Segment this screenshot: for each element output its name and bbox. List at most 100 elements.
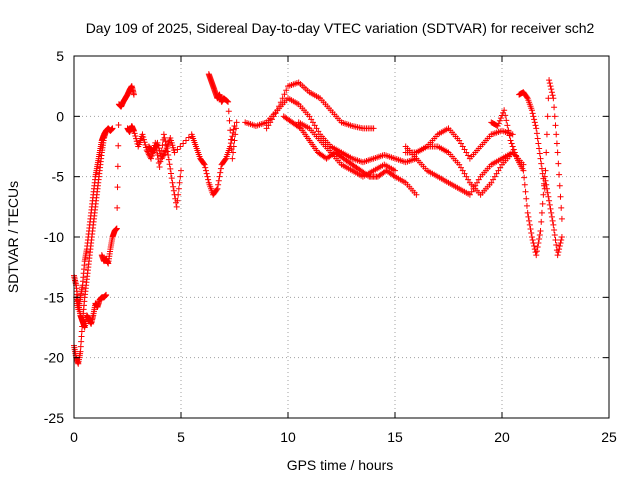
data-point-track-j xyxy=(296,124,303,131)
data-point-track-o xyxy=(540,191,547,198)
data-point-track-m xyxy=(465,152,472,159)
data-point-track-n xyxy=(461,170,468,177)
data-point-track-o xyxy=(524,209,531,216)
data-point-track-e xyxy=(170,183,177,190)
data-point-track-f xyxy=(217,169,224,176)
chart-title: Day 109 of 2025, Sidereal Day-to-day VTE… xyxy=(86,20,595,36)
y-tick-label: -15 xyxy=(44,289,64,305)
data-point-track-f xyxy=(222,156,229,163)
data-point-track-f xyxy=(201,161,208,168)
data-point-track-p xyxy=(549,92,556,99)
data-point-track-p xyxy=(529,110,536,117)
data-point-track-p xyxy=(546,80,553,87)
data-point-track-p xyxy=(548,86,555,93)
x-tick-label: 5 xyxy=(177,429,185,445)
data-point-track-p xyxy=(558,204,565,211)
data-point-track-g xyxy=(224,98,231,105)
data-point-track-n xyxy=(490,176,497,183)
data-point-track-b xyxy=(77,348,84,355)
data-point-track-o xyxy=(526,217,533,224)
data-point-track-p xyxy=(556,171,563,178)
data-point-track-f xyxy=(174,146,181,153)
data-point-track-o xyxy=(526,221,533,228)
data-point-track-o xyxy=(534,244,541,251)
data-point-track-o xyxy=(521,174,528,181)
data-point-track-o xyxy=(556,246,563,253)
data-point-track-o xyxy=(557,240,564,247)
data-point-track-o xyxy=(508,140,515,147)
data-point-track-p xyxy=(546,77,553,84)
data-point-track-h xyxy=(283,87,290,94)
data-point-track-e xyxy=(157,158,164,165)
x-tick-label: 15 xyxy=(387,429,403,445)
data-point-track-o xyxy=(511,149,518,156)
data-point-track-g xyxy=(225,98,232,105)
data-point-track-e xyxy=(160,131,167,138)
data-point-track-e xyxy=(168,170,175,177)
x-tick-label: 25 xyxy=(601,429,617,445)
data-point-track-e xyxy=(162,138,169,145)
data-point-track-p xyxy=(540,175,547,182)
data-point-track-o xyxy=(546,201,553,208)
data-point-track-e xyxy=(140,136,147,143)
data-point-track-o xyxy=(533,248,540,255)
data-point-track-f xyxy=(162,148,169,155)
data-point-track-e xyxy=(148,152,155,159)
data-point-track-o xyxy=(538,209,545,216)
data-point-track-i xyxy=(309,119,316,126)
data-point-track-i xyxy=(313,125,320,132)
y-axis-label: SDTVAR / TECUs xyxy=(5,181,21,293)
x-tick-label: 10 xyxy=(280,429,296,445)
data-point-track-o xyxy=(494,122,501,129)
grid-lines xyxy=(74,56,609,418)
data-point-track-g xyxy=(233,119,240,126)
data-point-track-e xyxy=(147,154,154,161)
data-point-track-p xyxy=(551,113,558,120)
data-point-track-e xyxy=(168,175,175,182)
data-point-track-o xyxy=(504,122,511,129)
data-point-track-f xyxy=(202,164,209,171)
data-point-track-p xyxy=(536,150,543,157)
data-point-track-i xyxy=(267,119,274,126)
data-point-track-e xyxy=(169,179,176,186)
data-point-track-e xyxy=(177,173,184,180)
data-point-track-j xyxy=(413,191,420,198)
data-point-track-f xyxy=(155,145,162,152)
data-point-track-n xyxy=(493,170,500,177)
data-point-track-o xyxy=(532,249,539,256)
data-point-track-h xyxy=(370,125,377,132)
data-point-track-p xyxy=(551,104,558,111)
data-point-track-p xyxy=(533,130,540,137)
data-point-track-f xyxy=(180,140,187,147)
data-point-track-f xyxy=(213,186,220,193)
data-point-track-p xyxy=(555,160,562,167)
data-point-track-g xyxy=(229,155,236,162)
data-point-track-e xyxy=(176,179,183,186)
data-point-track-e xyxy=(130,127,137,134)
data-point-track-o xyxy=(495,120,502,127)
data-point-track-o xyxy=(545,193,552,200)
data-point-track-o xyxy=(525,213,532,220)
data-point-track-f xyxy=(171,149,178,156)
data-point-track-g xyxy=(230,143,237,150)
data-point-track-m xyxy=(459,143,466,150)
data-point-track-g xyxy=(227,136,234,143)
data-point-track-i xyxy=(268,116,275,123)
data-point-track-l xyxy=(466,191,473,198)
data-point-track-p xyxy=(533,125,540,132)
data-point-track-g xyxy=(232,131,239,138)
data-point-track-p xyxy=(553,131,560,138)
data-point-track-f xyxy=(185,134,192,141)
data-point-track-d xyxy=(115,142,122,149)
data-point-track-f xyxy=(159,154,166,161)
data-point-track-p xyxy=(539,170,546,177)
data-point-track-o xyxy=(496,117,503,124)
axis-ticks: 0 5 10 15 20 25 -25 -20 -15 -10 -5 0 5 xyxy=(44,48,617,445)
data-point-track-p xyxy=(528,107,535,114)
data-point-track-o xyxy=(509,143,516,150)
data-point-track-o xyxy=(529,237,536,244)
data-point-track-p xyxy=(543,131,550,138)
data-point-track-p xyxy=(534,135,541,142)
data-point-track-o xyxy=(531,243,538,250)
data-point-track-i xyxy=(306,113,313,120)
